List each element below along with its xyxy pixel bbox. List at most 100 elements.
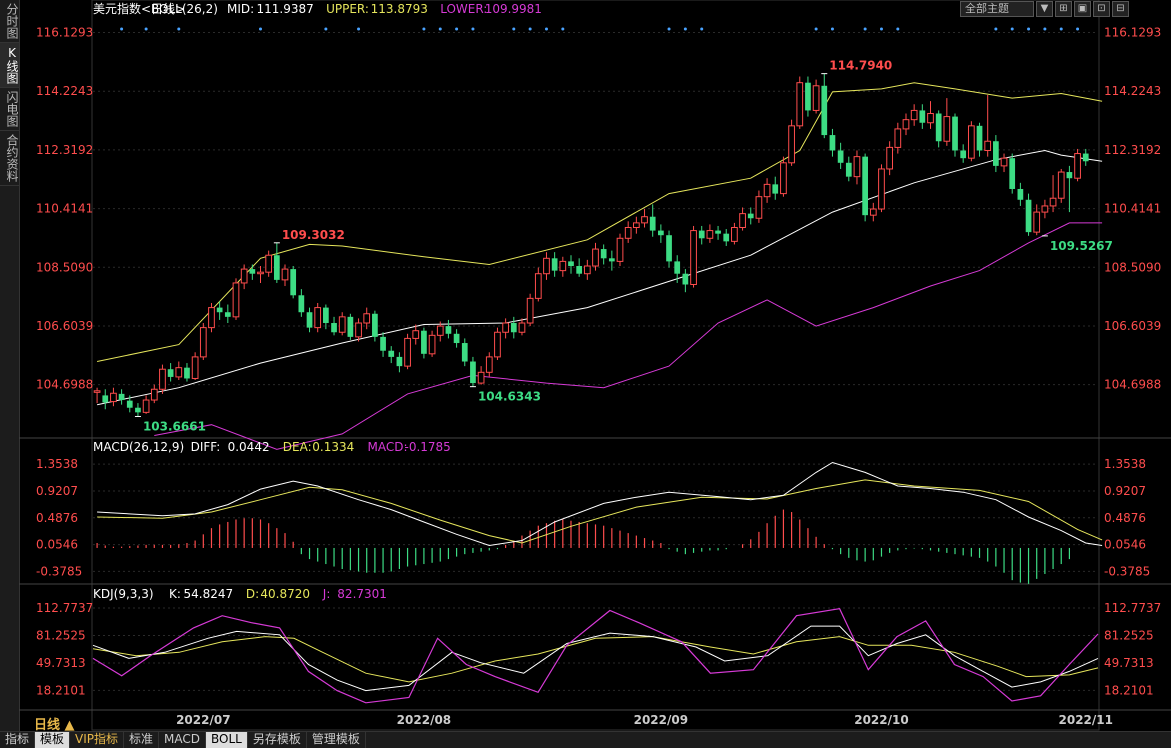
bottom-tab-1[interactable]: 模板 [35,732,71,748]
candle-body [159,368,166,390]
candle-body [935,113,942,142]
candle-body [273,255,280,280]
y-tick-label-left: 112.3192 [36,143,93,157]
signal-dot [512,27,516,31]
y-tick-label-right: 108.5090 [1104,260,1161,274]
bottom-tabbar: 指标 模板 VIP指标 标准 MACD BOLL 另存模板 管理模板 [0,731,1171,748]
candle-body [265,254,273,273]
sidebar-tab-2[interactable]: 闪电图 [0,88,19,131]
sidebar-tab-0[interactable]: 分时图 [0,0,19,43]
candle-body [723,233,730,242]
signal-dot [561,27,565,31]
candle-body [788,125,795,164]
candle-body [338,316,346,333]
candle-body [1074,153,1081,179]
candle-body [363,313,371,324]
sidebar-tab-1[interactable]: K线图 [0,43,19,88]
candle-body [993,141,999,166]
bottom-tab-2[interactable]: VIP指标 [70,732,125,748]
candle-body [436,325,444,336]
theme-select[interactable]: 全部主题 [960,1,1034,17]
signal-dot [357,27,361,31]
annotation-label: 114.7940 [829,59,892,73]
candle-body [167,369,174,377]
y-tick-label-left: 112.7737 [36,601,93,615]
sidebar-tab-3[interactable]: 合约资料 [0,131,19,186]
candle-body [412,330,420,339]
y-tick-label-left: 81.2525 [36,628,86,642]
legend-name: LOWER: [440,2,487,16]
candle-body [845,162,852,177]
candle-body [886,146,894,170]
toolbar-button-3[interactable]: ⊡ [1093,1,1110,17]
candle-body [1066,172,1073,179]
y-tick-label-right: -0.3785 [1104,564,1150,578]
candle-body [208,307,215,329]
legend-value: 0.0442 [228,440,270,454]
candle-body [551,258,558,271]
legend-value: 54.8247 [184,587,234,601]
candle-body [910,109,918,121]
diff-line [97,461,1103,547]
candle-body [470,361,476,384]
kdj-k-line [92,625,1099,692]
signal-dot [1010,27,1014,31]
y-tick-label-right: 1.3538 [1104,457,1146,471]
bottom-tab-0[interactable]: 指标 [0,732,36,748]
candle-body [372,313,378,337]
candle-body [543,257,550,275]
y-tick-label-left: 114.2243 [36,84,93,98]
legend-value: 40.8720 [260,587,310,601]
x-tick-label: 2022/08 [397,713,451,727]
candle-body [249,269,256,274]
y-tick-label-right: 0.4876 [1104,511,1146,525]
boll-mid-line [96,149,1103,406]
candle-body [126,400,133,408]
candle-body [388,350,395,357]
bottom-tab-4[interactable]: MACD [159,732,207,748]
candle-body [821,85,828,136]
signal-dot [700,27,704,31]
candle-body [191,356,199,379]
y-tick-label-left: 108.5090 [36,260,93,274]
candle-body [396,356,403,367]
toolbar-button-4[interactable]: ⊟ [1112,1,1129,17]
y-tick-label-left: 49.7313 [36,656,86,670]
legend-name: K: [169,587,181,601]
indicator-label: BOLL(26,2) [151,2,218,16]
toolbar-button-2[interactable]: ▣ [1074,1,1091,17]
bottom-tab-3[interactable]: 标准 [124,732,160,748]
y-tick-label-left: 104.6988 [36,378,93,392]
signal-dot [120,27,124,31]
candle-body [837,150,844,163]
indicator-label: KDJ(9,3,3) [93,587,154,601]
bottom-tab-5[interactable]: BOLL [206,732,248,748]
signal-dot [1027,27,1031,31]
y-tick-label-right: 0.9207 [1104,484,1146,498]
candle-body [1009,158,1016,189]
x-tick-label: 2022/11 [1059,713,1113,727]
legend-value: -0.1785 [405,440,451,454]
candle-body [894,128,902,148]
signal-dot [324,27,328,31]
boll-upper-line [96,82,1103,362]
candle-body [568,261,574,267]
period-selector[interactable]: 日线 ▲ [34,718,75,733]
bottom-tab-6[interactable]: 另存模板 [248,732,307,748]
candle-body [306,312,313,328]
toolbar-button-1[interactable]: ⊞ [1055,1,1072,17]
candle-body [559,260,567,272]
toolbar-button-0[interactable]: ▼ [1036,1,1053,17]
candle-body [1049,197,1057,207]
candle-body [869,208,877,216]
legend-name: D: [246,587,259,601]
y-tick-label-left: -0.3785 [36,564,82,578]
candle-body [616,237,624,262]
x-tick-label: 2022/07 [176,713,230,727]
candle-body [902,119,910,130]
signal-dot [1059,27,1063,31]
candle-body [927,113,934,124]
candle-body [453,333,460,344]
bottom-tab-7[interactable]: 管理模板 [307,732,366,748]
